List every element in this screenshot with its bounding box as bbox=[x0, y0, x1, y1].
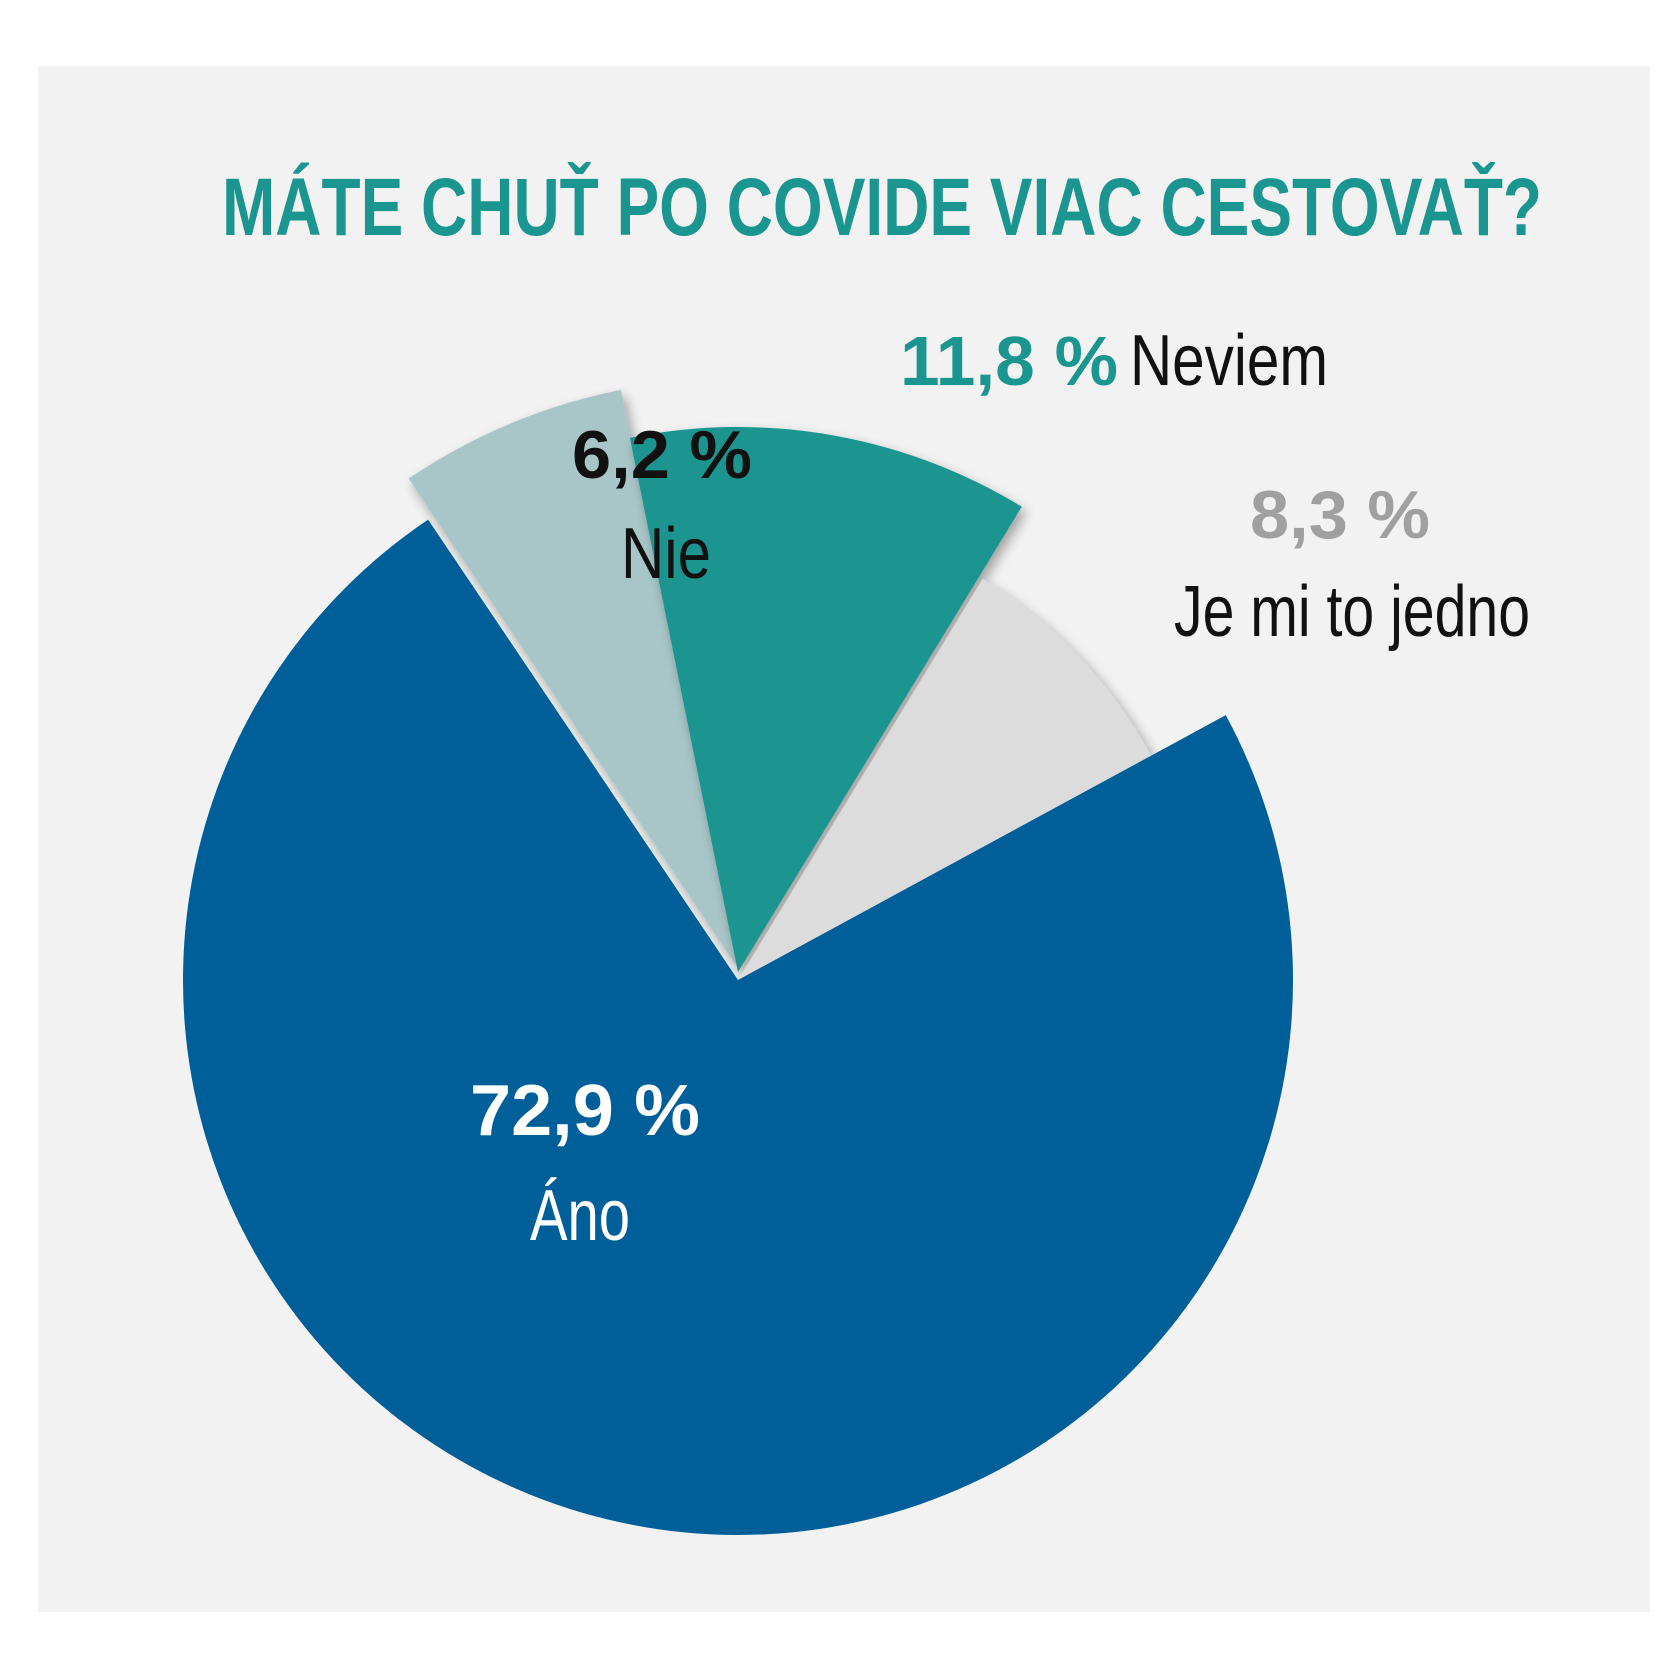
slice-percent-nie: 6,2 % bbox=[572, 417, 752, 493]
slice-label-neviem: Neviem bbox=[1130, 321, 1328, 401]
slice-label-je-mi-to-jedno: Je mi to jedno bbox=[1174, 572, 1530, 652]
slice-label-ano: Áno bbox=[530, 1176, 630, 1256]
slice-percent-je-mi-to-jedno: 8,3 % bbox=[1250, 477, 1430, 553]
chart-title: MÁTE CHUŤ PO COVIDE VIAC CESTOVAŤ? bbox=[222, 162, 1542, 253]
slice-ano bbox=[183, 519, 1294, 1536]
slice-percent-neviem: 11,8 % bbox=[900, 322, 1118, 400]
slice-je-mi-to-jedno bbox=[738, 578, 1152, 980]
slice-neviem bbox=[629, 427, 1022, 972]
slice-nie bbox=[408, 389, 738, 968]
slice-label-nie: Nie bbox=[621, 514, 711, 594]
slice-percent-ano: 72,9 % bbox=[470, 1071, 700, 1151]
